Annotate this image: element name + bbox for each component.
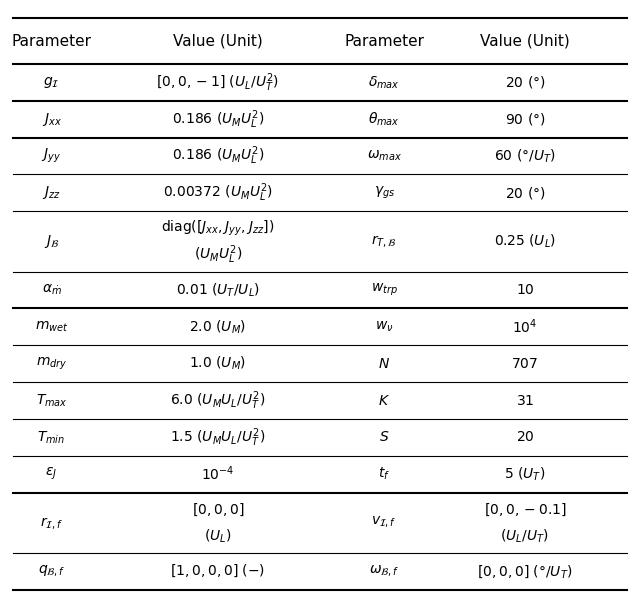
- Text: $m_{dry}$: $m_{dry}$: [36, 356, 67, 372]
- Text: $T_{max}$: $T_{max}$: [36, 392, 67, 409]
- Text: $\mathrm{diag}([J_{xx},J_{yy},J_{zz}])$: $\mathrm{diag}([J_{xx},J_{yy},J_{zz}])$: [161, 218, 275, 238]
- Text: $r_{T,\mathcal{B}}$: $r_{T,\mathcal{B}}$: [371, 233, 397, 249]
- Text: $\delta_{max}$: $\delta_{max}$: [368, 74, 400, 91]
- Text: $S$: $S$: [379, 430, 389, 444]
- Text: $(U_L/U_T)$: $(U_L/U_T)$: [500, 527, 549, 545]
- Text: $J_{zz}$: $J_{zz}$: [42, 184, 61, 201]
- Text: $\omega_{max}$: $\omega_{max}$: [367, 149, 401, 163]
- Text: Parameter: Parameter: [344, 33, 424, 49]
- Text: $6.0$ $(U_M U_L/U_T^2)$: $6.0$ $(U_M U_L/U_T^2)$: [170, 389, 266, 412]
- Text: $[1,0,0,0]$ $(-)$: $[1,0,0,0]$ $(-)$: [170, 563, 266, 579]
- Text: $w_{\nu}$: $w_{\nu}$: [375, 320, 394, 334]
- Text: Value (Unit): Value (Unit): [173, 33, 262, 49]
- Text: $\gamma_{gs}$: $\gamma_{gs}$: [374, 185, 395, 201]
- Text: $0.186$ $(U_M U_L^2)$: $0.186$ $(U_M U_L^2)$: [172, 145, 264, 167]
- Text: $w_{trp}$: $w_{trp}$: [371, 282, 397, 298]
- Text: $90$ $(°)$: $90$ $(°)$: [504, 111, 545, 127]
- Text: $10^4$: $10^4$: [512, 317, 538, 336]
- Text: $20$ $(°)$: $20$ $(°)$: [504, 74, 545, 91]
- Text: $0.01$ $(U_T/U_L)$: $0.01$ $(U_T/U_L)$: [176, 282, 260, 299]
- Text: $60$ $(°/U_T)$: $60$ $(°/U_T)$: [494, 147, 556, 165]
- Text: $[0,0,0]$ $(°/U_T)$: $[0,0,0]$ $(°/U_T)$: [477, 563, 573, 580]
- Text: $31$: $31$: [516, 393, 534, 407]
- Text: $K$: $K$: [378, 393, 390, 407]
- Text: $[0,0,-0.1]$: $[0,0,-0.1]$: [483, 502, 566, 517]
- Text: $1.5$ $(U_M U_L/U_T^2)$: $1.5$ $(U_M U_L/U_T^2)$: [170, 426, 266, 449]
- Text: $[0,0,-1]$ $(U_L/U_T^2)$: $[0,0,-1]$ $(U_L/U_T^2)$: [156, 71, 279, 94]
- Text: $J_{xx}$: $J_{xx}$: [42, 111, 61, 128]
- Text: $0.25$ $(U_L)$: $0.25$ $(U_L)$: [494, 233, 556, 250]
- Text: $10$: $10$: [516, 283, 534, 297]
- Text: $\alpha_{\dot{m}}$: $\alpha_{\dot{m}}$: [42, 283, 61, 297]
- Text: $q_{\mathcal{B},f}$: $q_{\mathcal{B},f}$: [38, 564, 65, 579]
- Text: $10^{-4}$: $10^{-4}$: [201, 465, 234, 483]
- Text: $5$ $(U_T)$: $5$ $(U_T)$: [504, 466, 545, 483]
- Text: $\epsilon_J$: $\epsilon_J$: [45, 466, 58, 482]
- Text: $t_f$: $t_f$: [378, 466, 390, 482]
- Text: $0.186$ $(U_M U_L^2)$: $0.186$ $(U_M U_L^2)$: [172, 108, 264, 131]
- Text: $20$: $20$: [516, 430, 534, 444]
- Text: $m_{wet}$: $m_{wet}$: [35, 320, 68, 334]
- Text: $0.00372$ $(U_M U_L^2)$: $0.00372$ $(U_M U_L^2)$: [163, 182, 273, 204]
- Text: $20$ $(°)$: $20$ $(°)$: [504, 185, 545, 201]
- Text: $r_{\mathcal{I},f}$: $r_{\mathcal{I},f}$: [40, 515, 63, 531]
- Text: $J_{yy}$: $J_{yy}$: [42, 147, 61, 165]
- Text: $[0,0,0]$: $[0,0,0]$: [191, 502, 244, 517]
- Text: $707$: $707$: [511, 357, 538, 371]
- Text: $\omega_{\mathcal{B},f}$: $\omega_{\mathcal{B},f}$: [369, 564, 399, 579]
- Text: $\theta_{max}$: $\theta_{max}$: [368, 111, 400, 128]
- Text: $v_{\mathcal{I},f}$: $v_{\mathcal{I},f}$: [371, 515, 397, 530]
- Text: $N$: $N$: [378, 357, 390, 371]
- Text: $2.0$ $(U_M)$: $2.0$ $(U_M)$: [189, 318, 246, 336]
- Text: $1.0$ $(U_M)$: $1.0$ $(U_M)$: [189, 355, 246, 372]
- Text: $J_{\mathcal{B}}$: $J_{\mathcal{B}}$: [44, 233, 59, 250]
- Text: $T_{min}$: $T_{min}$: [37, 429, 65, 446]
- Text: Parameter: Parameter: [12, 33, 92, 49]
- Text: $(U_M U_L^2)$: $(U_M U_L^2)$: [194, 243, 242, 266]
- Text: Value (Unit): Value (Unit): [480, 33, 570, 49]
- Text: $(U_L)$: $(U_L)$: [204, 527, 232, 545]
- Text: $g_{\mathcal{I}}$: $g_{\mathcal{I}}$: [44, 75, 60, 90]
